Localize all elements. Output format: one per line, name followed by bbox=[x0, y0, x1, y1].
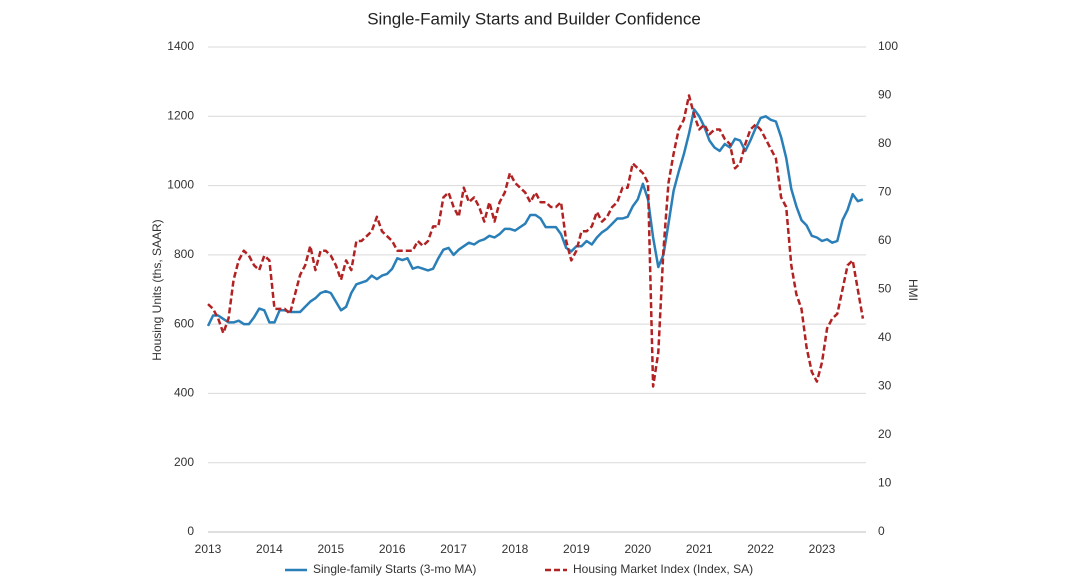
y-tick-label: 200 bbox=[174, 455, 194, 469]
y2-axis-title: HMI bbox=[906, 279, 920, 301]
y-tick-label: 1400 bbox=[167, 39, 194, 53]
x-tick-label: 2019 bbox=[563, 542, 590, 556]
y2-tick-label: 100 bbox=[878, 39, 898, 53]
legend-label: Housing Market Index (Index, SA) bbox=[573, 562, 753, 576]
y2-tick-label: 10 bbox=[878, 476, 892, 490]
y-axis-title: Housing Units (ths, SAAR) bbox=[150, 219, 164, 360]
y2-tick-label: 40 bbox=[878, 330, 892, 344]
x-tick-label: 2020 bbox=[624, 542, 651, 556]
y-tick-label: 400 bbox=[174, 386, 194, 400]
series-line bbox=[206, 108, 864, 327]
y2-tick-label: 20 bbox=[878, 427, 892, 441]
legend-label: Single-family Starts (3-mo MA) bbox=[313, 562, 476, 576]
y-tick-label: 1200 bbox=[167, 108, 194, 122]
x-tick-label: 2018 bbox=[502, 542, 529, 556]
y-tick-label: 1000 bbox=[167, 178, 194, 192]
x-tick-label: 2016 bbox=[379, 542, 406, 556]
series-line bbox=[207, 94, 865, 388]
y2-tick-label: 80 bbox=[878, 136, 892, 150]
y-tick-label: 800 bbox=[174, 247, 194, 261]
x-tick-label: 2014 bbox=[256, 542, 283, 556]
x-tick-label: 2017 bbox=[440, 542, 467, 556]
y2-tick-label: 60 bbox=[878, 233, 892, 247]
y2-tick-label: 50 bbox=[878, 282, 892, 296]
y2-tick-label: 0 bbox=[878, 524, 885, 538]
y2-tick-label: 70 bbox=[878, 185, 892, 199]
x-tick-label: 2023 bbox=[809, 542, 836, 556]
x-tick-label: 2021 bbox=[686, 542, 713, 556]
x-tick-label: 2022 bbox=[747, 542, 774, 556]
chart-title: Single-Family Starts and Builder Confide… bbox=[367, 9, 701, 28]
y-tick-label: 0 bbox=[187, 524, 194, 538]
y2-tick-label: 30 bbox=[878, 379, 892, 393]
y-tick-label: 600 bbox=[174, 316, 194, 330]
y2-tick-label: 90 bbox=[878, 88, 892, 102]
x-tick-label: 2015 bbox=[317, 542, 344, 556]
x-tick-label: 2013 bbox=[195, 542, 222, 556]
